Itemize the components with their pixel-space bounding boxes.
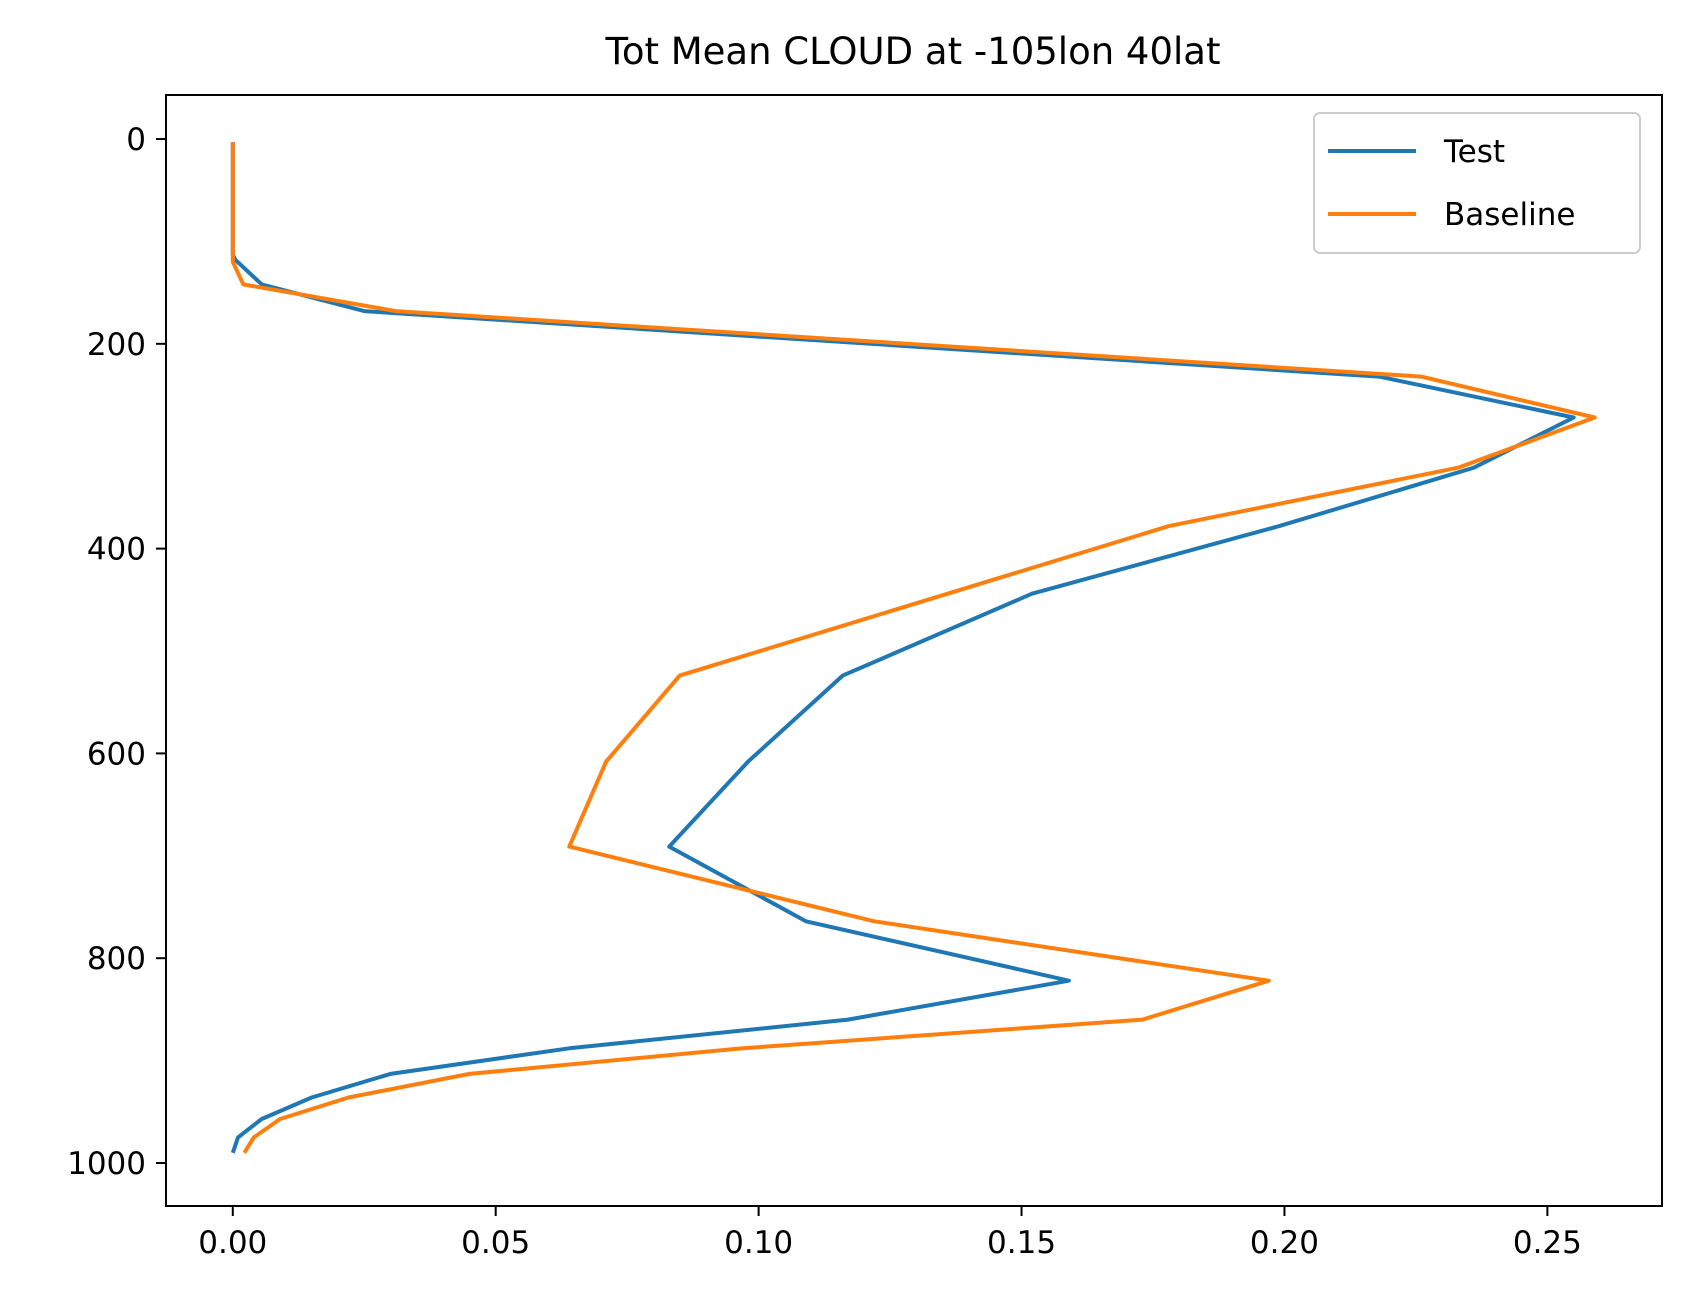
series-line-baseline [230, 142, 1597, 1154]
x-tick-label: 0.05 [461, 1225, 530, 1261]
y-tick-label: 600 [87, 736, 146, 772]
y-tick-label: 400 [87, 532, 146, 568]
legend-label-test: Test [1443, 134, 1505, 170]
y-tick-label: 1000 [67, 1146, 146, 1182]
chart-title: Tot Mean CLOUD at -105lon 40lat [605, 30, 1221, 73]
y-tick-label: 0 [126, 122, 146, 158]
legend-box [1313, 112, 1641, 254]
legend: Test Baseline [1313, 112, 1641, 254]
x-tick-label: 0.25 [1513, 1225, 1582, 1261]
series-layer [230, 142, 1597, 1154]
x-tick-label: 0.10 [724, 1225, 793, 1261]
legend-label-baseline: Baseline [1444, 197, 1575, 233]
y-tick-label: 800 [87, 941, 146, 977]
x-tick-label: 0.00 [198, 1225, 267, 1261]
axes: 0.00 0.05 0.10 0.15 0.20 0.25 0 200 400 600 800 100… [67, 94, 1663, 1261]
x-tick-label: 0.15 [987, 1225, 1056, 1261]
plot-frame [165, 94, 1663, 1207]
y-tick-label: 200 [87, 327, 146, 363]
x-tick-label: 0.20 [1250, 1225, 1319, 1261]
